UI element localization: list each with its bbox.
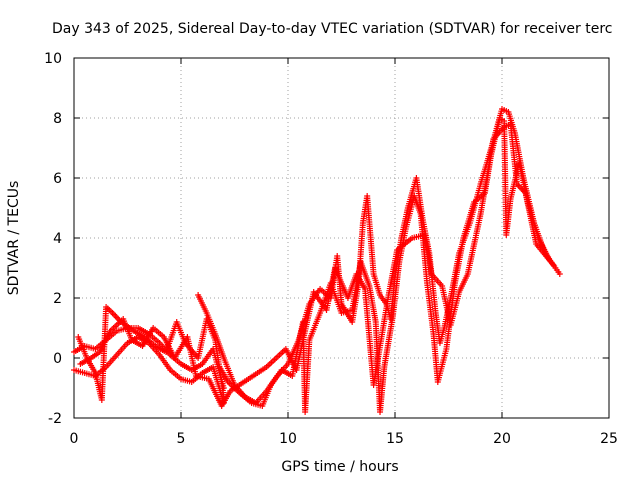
x-tick-label: 15	[386, 431, 404, 447]
y-tick-label: 6	[53, 171, 62, 187]
chart-title: Day 343 of 2025, Sidereal Day-to-day VTE…	[52, 21, 612, 37]
y-tick-label: 0	[53, 351, 62, 367]
grid-lines	[74, 58, 609, 418]
x-tick-label: 25	[600, 431, 618, 447]
x-tick-label: 20	[493, 431, 511, 447]
x-tick-label: 5	[177, 431, 186, 447]
y-tick-label: 2	[53, 291, 62, 307]
series-track-f	[77, 121, 557, 409]
axis-ticks	[73, 57, 610, 419]
x-tick-label: 0	[70, 431, 79, 447]
data-point	[550, 262, 557, 268]
x-tick-labels: 0 5 10 15 20 25	[70, 431, 618, 447]
data-point	[556, 271, 563, 277]
y-axis-label: SDTVAR / TECUs	[6, 181, 22, 296]
data-points	[71, 106, 563, 415]
y-tick-label: 10	[44, 51, 62, 67]
y-tick-label: -2	[48, 411, 62, 427]
y-tick-label: 4	[53, 231, 62, 247]
y-tick-labels: -2 0 2 4 6 8 10	[44, 51, 62, 427]
x-tick-label: 10	[279, 431, 297, 447]
y-tick-label: 8	[53, 111, 62, 127]
x-axis-label: GPS time / hours	[281, 459, 398, 475]
